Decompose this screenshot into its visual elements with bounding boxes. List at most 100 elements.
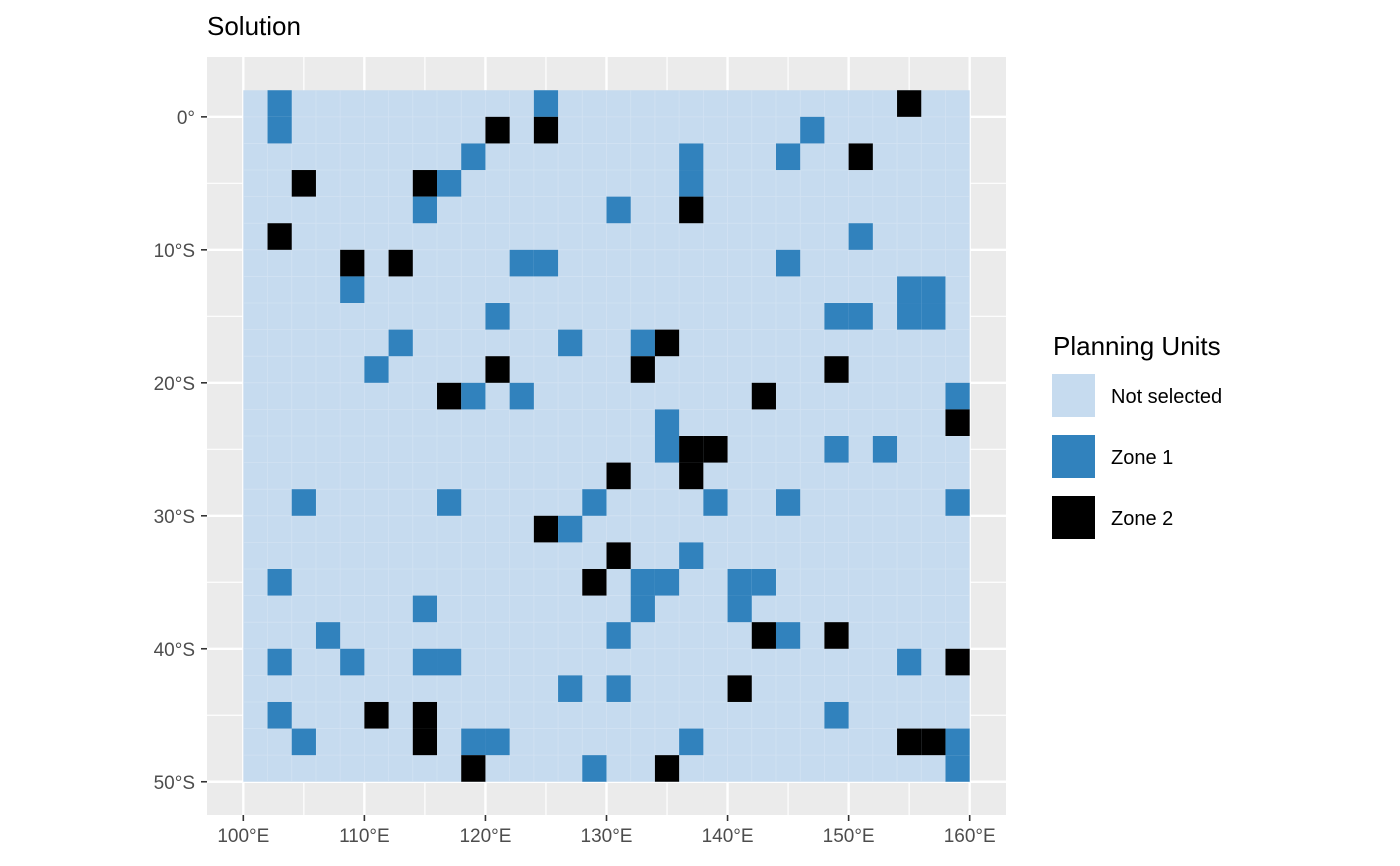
zone-2-cell [897,90,922,117]
zone-1-cell [654,568,680,596]
zone-2-cell [291,170,316,197]
zone-1-cell [703,489,728,516]
legend-label-none: Not selected [1111,386,1222,408]
zone-1-cell [606,196,631,224]
y-tick-label: 30°S [154,507,195,528]
zone-2-cell [606,462,631,490]
zone-1-cell [388,329,413,357]
zone-2-cell [630,356,655,383]
x-tick-label: 130°E [581,826,633,847]
zone-1-cell [921,276,946,304]
y-tick-label: 0° [177,108,195,129]
zone-1-cell [340,648,365,676]
zone-2-cell [824,356,849,383]
zone-2-cell [703,436,728,463]
zone-2-cell [533,515,559,543]
zone-1-cell [921,303,946,330]
y-tick-label: 40°S [154,640,195,661]
chart-title: Solution [207,11,301,41]
zone-1-cell [509,382,534,410]
zone-1-cell [775,489,801,516]
zone-1-cell [485,728,510,756]
zone-1-cell [485,303,510,330]
x-axis: 100°E 110°E 120°E 130°E 140°E 150°E 160°E [217,815,996,847]
zone-1-cell [679,542,704,569]
zone-1-cell [630,568,655,596]
zone-2-cell [945,648,970,676]
zone-2-cell [485,116,510,144]
zone-1-cell [872,436,898,463]
zone-1-cell [533,90,559,117]
zone-2-cell [824,622,849,649]
zone-2-cell [267,223,292,250]
zone-1-cell [291,489,316,516]
zone-1-cell [945,728,970,756]
zone-1-cell [824,436,849,463]
zone-1-cell [340,276,365,304]
zone-1-cell [533,249,559,277]
zone-1-cell [509,249,534,277]
x-tick-label: 110°E [339,826,390,847]
legend-title: Planning Units [1053,331,1221,361]
legend: Planning Units Not selected Zone 1 Zone 2 [1050,331,1222,541]
zone-1-cell [315,622,341,649]
zone-1-cell [291,728,316,756]
zone-1-cell [606,622,631,649]
zone-2-cell [533,116,559,144]
zone-1-cell [267,90,292,117]
zone-2-cell [654,329,680,357]
zone-1-cell [558,675,583,702]
zone-1-cell [945,489,970,516]
zone-1-cell [437,489,462,516]
x-tick-label: 150°E [823,826,875,847]
zone-1-cell [897,648,922,676]
zone-2-cell [461,755,486,782]
zone-2-cell [485,356,510,383]
zone-1-cell [945,382,970,410]
zone-1-cell [848,223,873,250]
zone-1-cell [727,595,752,623]
legend-key-none [1050,372,1097,419]
zone-1-cell [412,648,438,676]
zone-1-cell [654,436,680,463]
zone-1-cell [945,755,970,782]
zone-2-cell [751,622,776,649]
y-tick-label: 50°S [154,773,195,794]
zone-1-cell [775,249,801,277]
zone-2-cell [437,382,462,410]
zone-1-cell [461,728,486,756]
zone-1-cell [461,143,486,171]
y-axis: 0° 10°S 20°S 30°S 40°S 50°S [154,108,207,794]
zone-1-cell [679,728,704,756]
selected-planning-units [267,90,970,782]
y-tick-label: 10°S [154,241,195,262]
legend-items: Not selected Zone 1 Zone 2 [1050,372,1222,541]
zone-1-cell [437,648,462,676]
zone-2-cell [582,568,607,596]
zone-2-cell [412,170,438,197]
zone-1-cell [558,329,583,357]
zone-1-cell [679,143,704,171]
zone-1-cell [267,116,292,144]
zone-2-cell [679,436,704,463]
x-tick-label: 100°E [217,826,269,847]
zone-2-cell [897,728,922,756]
zone-1-cell [412,196,438,224]
zone-1-cell [364,356,389,383]
zone-1-cell [751,568,776,596]
zone-2-cell [751,382,776,410]
zone-2-cell [388,249,413,277]
x-tick-label: 120°E [459,826,511,847]
zone-1-cell [582,755,607,782]
zone-1-cell [437,170,462,197]
zone-1-cell [679,170,704,197]
legend-label-zone1: Zone 1 [1111,447,1173,469]
legend-key-zone1 [1050,433,1097,480]
zone-1-cell [654,409,680,436]
zone-2-cell [679,462,704,490]
zone-1-cell [582,489,607,516]
zone-1-cell [412,595,438,623]
zone-2-cell [364,701,389,729]
zone-1-cell [824,303,849,330]
